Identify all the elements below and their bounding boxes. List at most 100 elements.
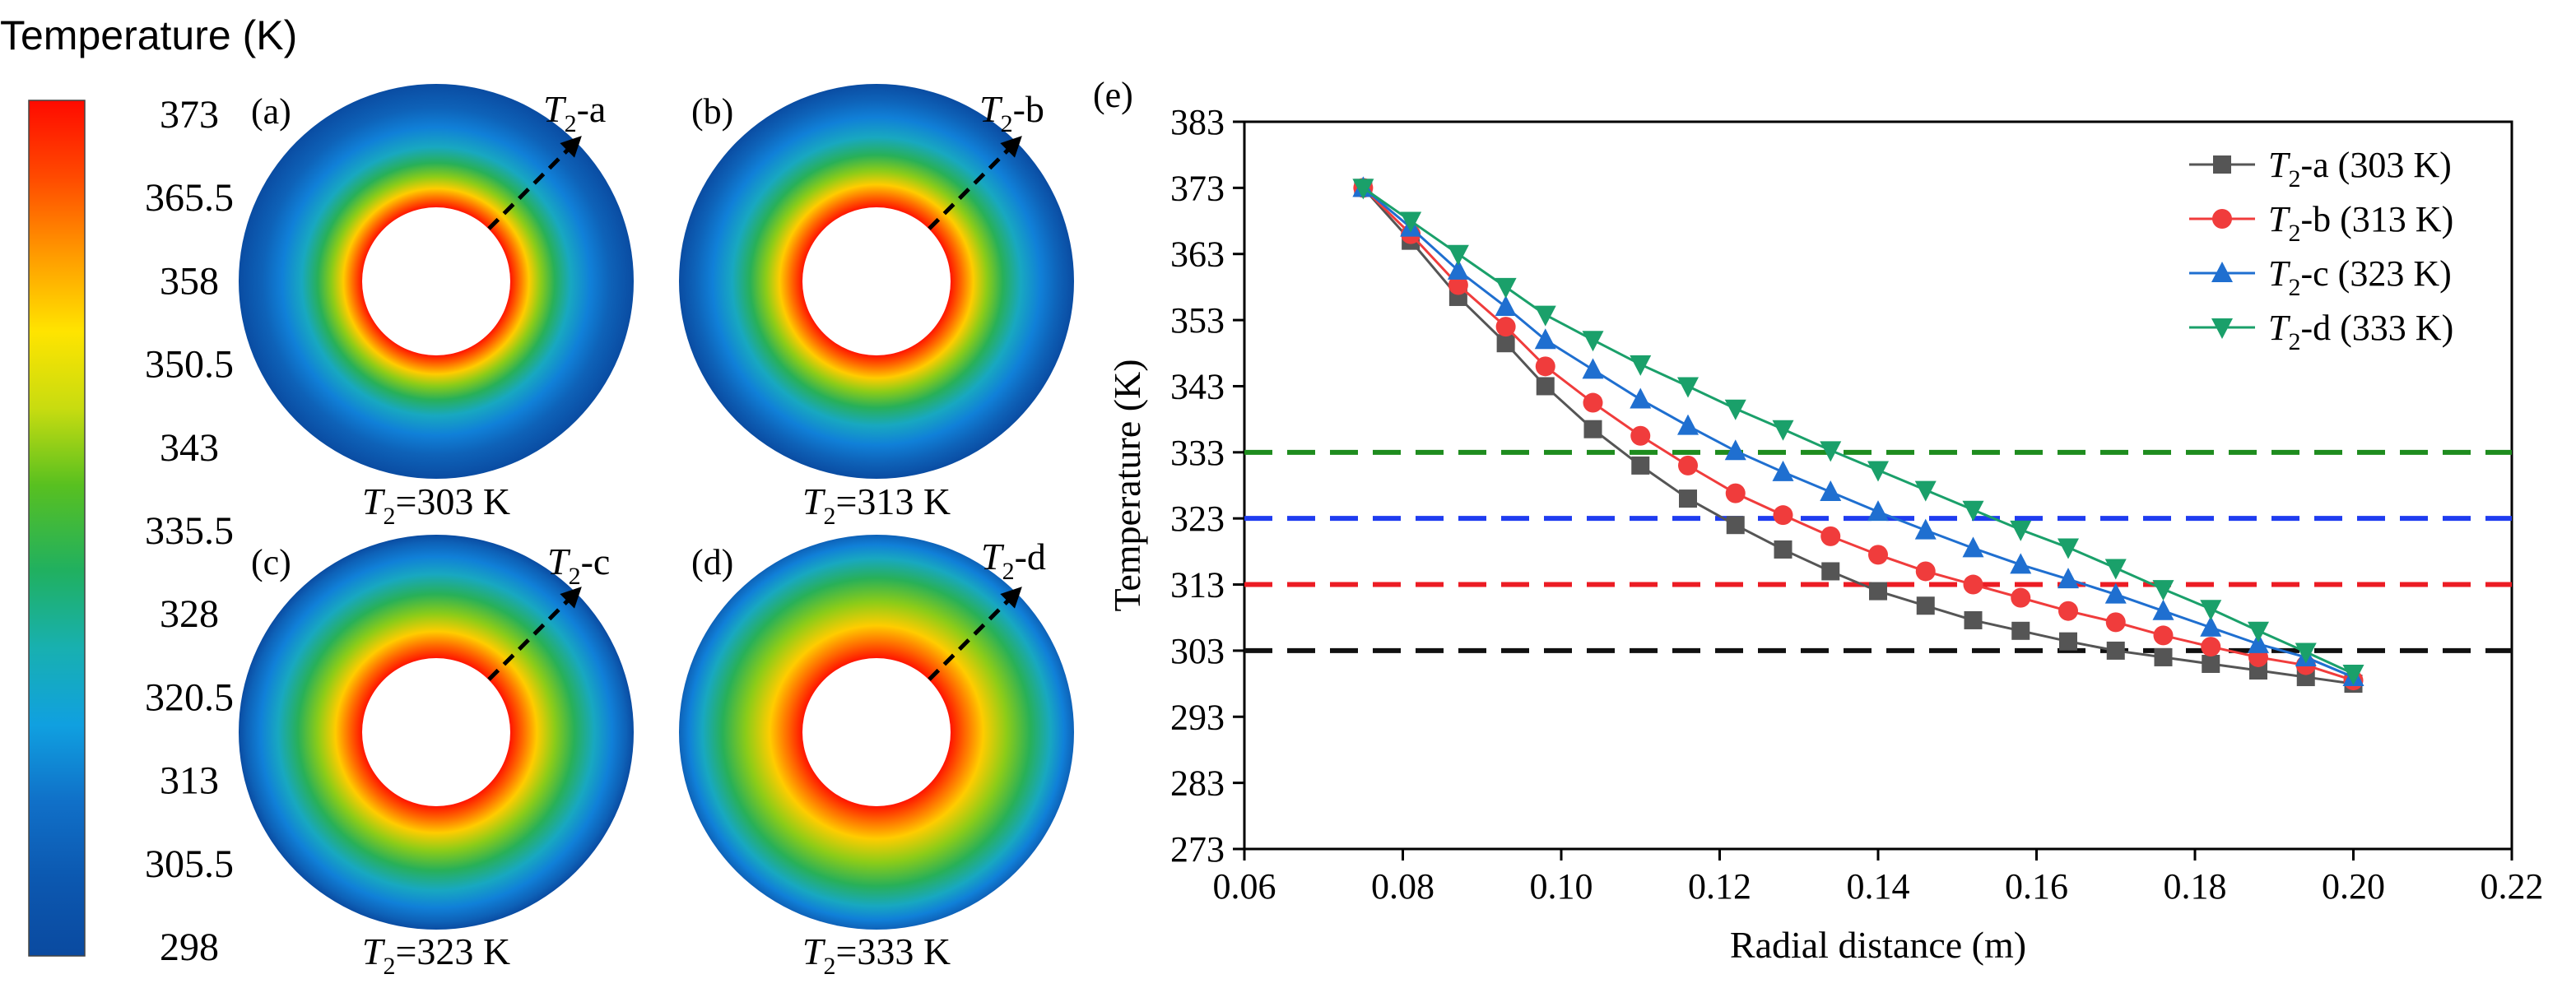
data-point <box>2058 568 2079 589</box>
x-axis-ticks: 0.06 0.08 0.10 0.12 0.14 0.16 0.18 0.20 0.22 <box>1213 849 2544 907</box>
legend-item-4: T2-d (333 K) <box>2189 308 2453 355</box>
y-tick-label: 273 <box>1170 829 1225 870</box>
colorbar-tick-label: 305.5 <box>145 842 234 886</box>
panel-b <box>679 84 1074 479</box>
series-line <box>1362 187 2355 675</box>
data-point <box>1867 461 1889 482</box>
series-group <box>1352 176 2364 694</box>
data-point <box>2011 621 2030 640</box>
data-point <box>1962 500 1984 522</box>
y-tick-label: 363 <box>1170 234 1225 275</box>
panel-a-inner-bore <box>362 207 510 355</box>
data-point <box>1583 392 1603 413</box>
y-axis-label: Temperature (K) <box>1106 359 1148 611</box>
colorbar-tick-label: 320.5 <box>145 675 234 719</box>
data-point <box>1583 420 1602 438</box>
data-point <box>2153 625 2174 646</box>
data-point <box>2202 654 2220 673</box>
colorbar-tick-label: 343 <box>160 426 219 470</box>
series-line <box>1362 187 2354 682</box>
data-point <box>1630 387 1652 409</box>
panel-d-tag: (d) <box>691 542 733 582</box>
legend-item-3: T2-c (323 K) <box>2189 253 2452 301</box>
colorbar-gradient <box>28 100 86 957</box>
x-tick-label: 0.12 <box>1688 866 1751 907</box>
panel-a-tag: (a) <box>251 91 291 132</box>
colorbar-ticks: 373 365.5 358 350.5 343 335.5 328 320.5 313 305.5… <box>145 93 234 969</box>
y-tick-label: 343 <box>1170 366 1225 406</box>
colorbar-tick-label: 350.5 <box>145 343 234 387</box>
panel-c <box>239 535 634 930</box>
panel-b-inner-bore <box>802 207 951 355</box>
data-point <box>1534 305 1556 327</box>
x-tick-label: 0.16 <box>2005 866 2068 907</box>
data-point <box>1630 355 1652 376</box>
data-point <box>1820 480 1842 502</box>
data-point <box>1631 456 1650 475</box>
colorbar-tick-label: 298 <box>160 925 219 969</box>
series-4 <box>1352 179 2364 686</box>
panel-c-caption: T2=323 K <box>362 930 510 980</box>
data-point <box>2200 615 2222 637</box>
data-point <box>1915 561 1936 582</box>
data-point <box>1447 244 1469 266</box>
colorbar-tick-label: 335.5 <box>145 509 234 553</box>
data-point <box>1679 489 1697 508</box>
data-point <box>1914 518 1937 540</box>
data-point <box>1352 179 1374 200</box>
legend: T2-a (303 K) T2-b (313 K) T2-c (323 K) T2-d… <box>2189 145 2453 355</box>
x-tick-label: 0.08 <box>1371 866 1434 907</box>
data-point <box>1774 540 1793 559</box>
panel-c-tag: (c) <box>251 542 291 582</box>
x-tick-label: 0.18 <box>2164 866 2227 907</box>
y-tick-label: 383 <box>1170 102 1225 142</box>
data-point <box>1495 277 1517 299</box>
y-axis-ticks: 273 283 293 303 313 323 333 343 353 363 373 383 <box>1170 102 1244 870</box>
data-point <box>2200 600 2222 621</box>
data-point <box>1869 582 1887 601</box>
legend-item-1: T2-a (303 K) <box>2189 145 2452 193</box>
data-point <box>1677 377 1699 398</box>
data-point <box>1536 377 1555 396</box>
data-point <box>1582 331 1604 352</box>
x-axis-label: Radial distance (m) <box>1730 924 2026 966</box>
y-tick-label: 333 <box>1170 433 1225 473</box>
data-point <box>2248 632 2269 653</box>
data-point <box>2104 559 2127 580</box>
colorbar-tick-label: 373 <box>160 93 219 137</box>
panel-d-arrow-label: T2-d <box>981 536 1046 585</box>
data-point <box>2342 665 2364 686</box>
data-point <box>1582 358 1604 379</box>
data-point <box>2248 621 2269 642</box>
data-point <box>1678 455 1698 475</box>
panel-a-caption: T2=303 K <box>362 480 510 530</box>
data-point <box>1963 574 1983 595</box>
data-point <box>1821 562 1840 581</box>
colorbar-tick-label: 328 <box>160 592 219 636</box>
data-point <box>1724 399 1746 420</box>
data-point <box>2104 582 2127 604</box>
legend-marker <box>2211 318 2233 339</box>
data-point <box>2058 538 2079 559</box>
panel-a <box>239 84 634 479</box>
data-point <box>1773 505 1793 526</box>
data-point <box>2295 642 2317 664</box>
y-tick-label: 293 <box>1170 697 1225 737</box>
data-point <box>1962 536 1984 558</box>
legend-marker <box>2213 155 2231 174</box>
data-point <box>2201 637 2221 657</box>
data-point <box>1914 480 1937 502</box>
data-point <box>1677 414 1699 435</box>
colorbar-title: Temperature (K) <box>0 12 297 58</box>
data-point <box>2152 599 2174 620</box>
data-point <box>1772 460 1794 481</box>
series-3 <box>1352 176 2364 687</box>
legend-label: T2-d (333 K) <box>2268 308 2453 355</box>
panel-a-arrow-label: T2-a <box>543 88 606 137</box>
data-point <box>1447 258 1469 280</box>
data-point <box>1725 483 1746 503</box>
data-point <box>1495 295 1517 317</box>
chart-panel-tag: (e) <box>1093 75 1133 115</box>
data-point <box>1400 211 1422 233</box>
y-tick-label: 313 <box>1170 565 1225 605</box>
